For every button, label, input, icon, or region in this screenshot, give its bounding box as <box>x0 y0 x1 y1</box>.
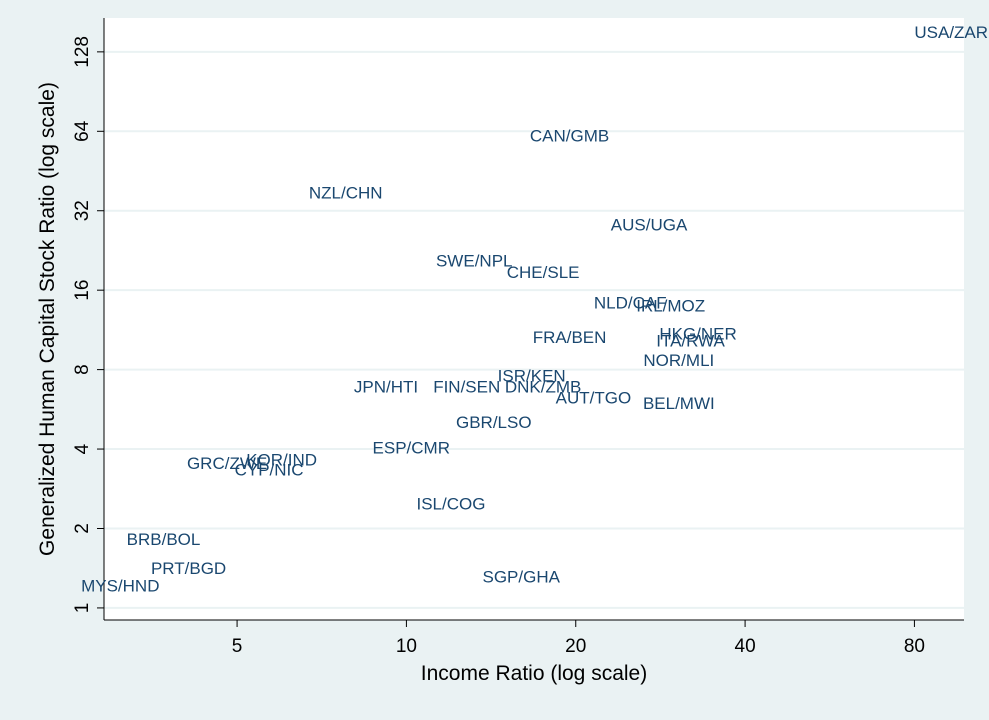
point-label: USA/ZAR <box>914 23 988 42</box>
y-tick-label: 128 <box>72 36 93 68</box>
point-label: NLD/CAF <box>594 293 667 312</box>
x-tick-label: 20 <box>565 636 586 657</box>
point-label: SWE/NPL <box>436 251 513 270</box>
point-label: ITA/RWA <box>656 331 725 350</box>
point-label: GBR/LSO <box>456 413 532 432</box>
y-tick-label: 16 <box>72 280 93 301</box>
point-label: IRL/MOZ <box>636 297 705 316</box>
point-label: MYS/HND <box>81 577 159 596</box>
point-label: PRT/BGD <box>151 559 226 578</box>
y-tick-label: 32 <box>72 200 93 221</box>
point-label: JPN/HTI <box>354 378 418 397</box>
x-tick-label: 10 <box>396 636 417 657</box>
point-label: CHE/SLE <box>507 263 580 282</box>
y-axis-title: Generalized Human Capital Stock Ratio (l… <box>36 82 59 556</box>
point-label: BEL/MWI <box>643 394 715 413</box>
x-tick-label: 40 <box>735 636 756 657</box>
point-label: NZL/CHN <box>309 184 383 203</box>
point-label: ISL/COG <box>416 495 485 514</box>
point-label: GRC/ZWE <box>187 454 267 473</box>
point-label: DNK/ZMB <box>505 378 582 397</box>
point-label: FRA/BEN <box>533 328 607 347</box>
plot-area <box>104 18 964 620</box>
point-label: AUS/UGA <box>611 216 688 235</box>
x-tick-label: 5 <box>232 636 243 657</box>
x-tick-label: 80 <box>904 636 925 657</box>
y-tick-label: 64 <box>72 120 93 142</box>
point-label: HKG/NER <box>659 325 736 344</box>
point-label: SGP/GHA <box>483 567 561 586</box>
axes-layer <box>103 18 964 621</box>
y-tick-label: 2 <box>72 523 93 534</box>
y-tick-label: 8 <box>72 364 93 375</box>
ticks-layer: 1 2 4 8 16 32 64 128 5 10 20 40 80 <box>72 36 925 657</box>
y-tick-label: 1 <box>72 603 93 614</box>
point-label: CAN/GMB <box>530 126 609 145</box>
point-label: ISR/KEN <box>498 366 566 385</box>
x-axis-title: Income Ratio (log scale) <box>421 662 647 685</box>
point-label: FIN/SEN <box>433 378 500 397</box>
points-layer: USA/ZAR CAN/GMB NZL/CHN AUS/UGA SWE/NPLCHE/S… <box>81 23 988 595</box>
y-tick-label: 4 <box>72 443 93 454</box>
point-label: AUT/TGO <box>556 388 632 407</box>
point-label: KOR/IND <box>246 451 317 470</box>
point-label: ESP/CMR <box>373 439 450 458</box>
point-label: NOR/MLI <box>643 351 714 370</box>
grid-layer <box>104 50 964 609</box>
point-label: BRB/BOL <box>127 530 201 549</box>
point-label: CYP/NIC <box>235 461 304 480</box>
